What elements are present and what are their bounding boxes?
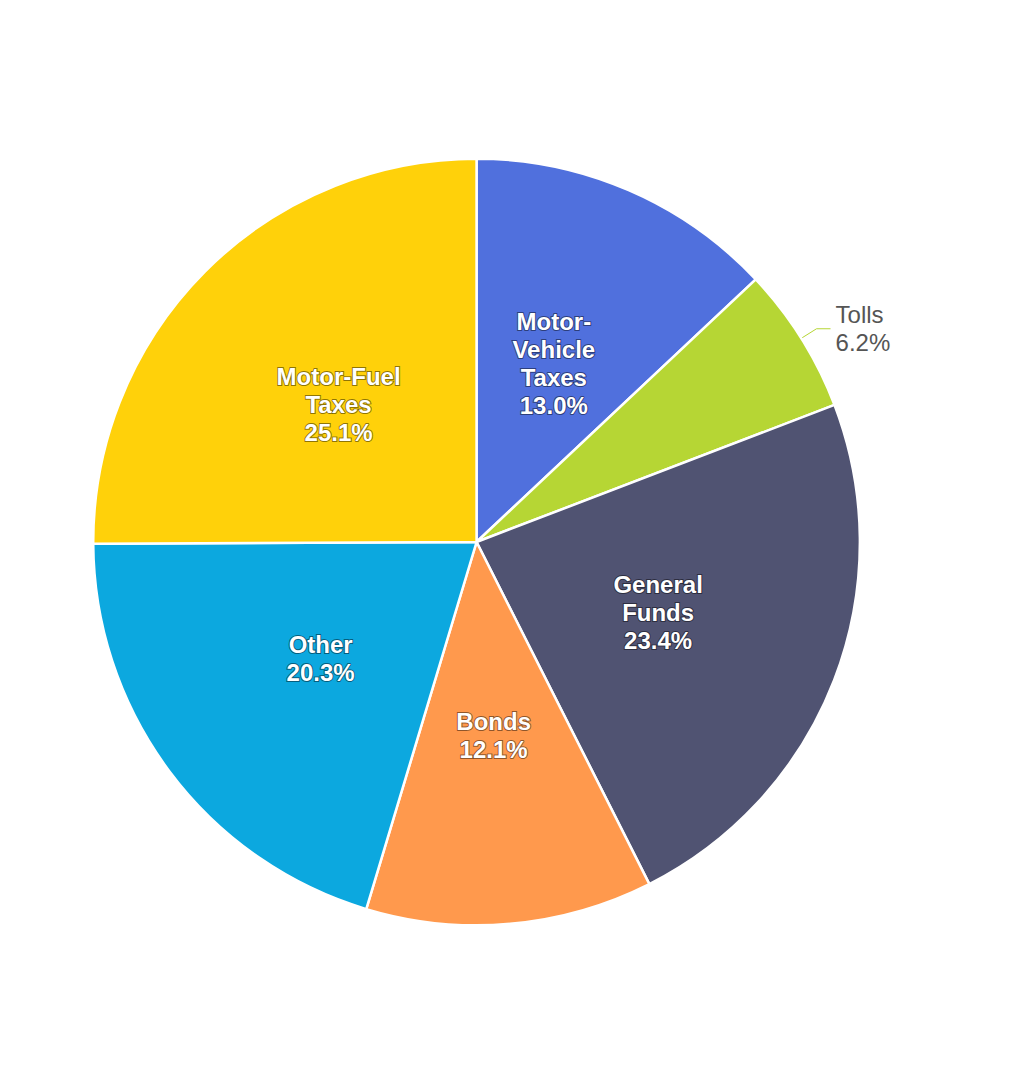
- svg-text:20.3%: 20.3%: [287, 659, 355, 686]
- svg-text:Bonds: Bonds: [456, 708, 531, 735]
- svg-text:Taxes: Taxes: [305, 391, 371, 418]
- svg-text:Taxes: Taxes: [521, 364, 587, 391]
- svg-text:General: General: [613, 571, 702, 598]
- svg-text:Vehicle: Vehicle: [512, 336, 595, 363]
- svg-text:Other: Other: [289, 631, 353, 658]
- svg-text:13.0%: 13.0%: [520, 392, 588, 419]
- svg-text:Motor-Fuel: Motor-Fuel: [277, 363, 401, 390]
- svg-text:6.2%: 6.2%: [836, 329, 891, 356]
- svg-text:23.4%: 23.4%: [624, 627, 692, 654]
- svg-text:12.1%: 12.1%: [460, 736, 528, 763]
- svg-text:25.1%: 25.1%: [305, 419, 373, 446]
- svg-text:Motor-: Motor-: [516, 308, 591, 335]
- svg-text:Funds: Funds: [622, 599, 694, 626]
- svg-text:Tolls: Tolls: [836, 301, 884, 328]
